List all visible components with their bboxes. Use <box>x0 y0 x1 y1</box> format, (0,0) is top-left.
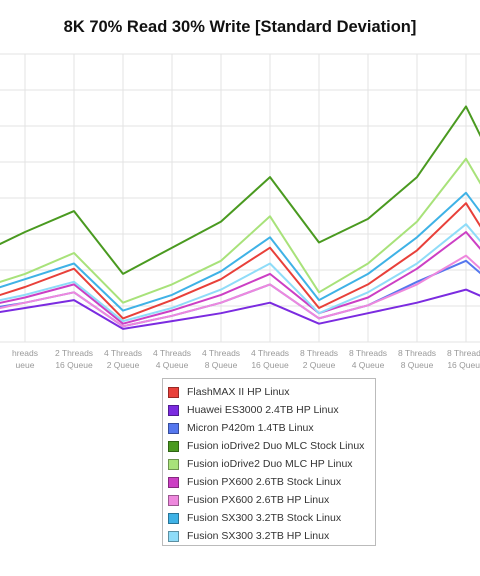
legend-item: FlashMAX II HP Linux <box>168 383 375 401</box>
legend-item: Fusion ioDrive2 Duo MLC HP Linux <box>168 455 375 473</box>
x-tick-label: 4 Threads 16 Queue <box>251 348 289 370</box>
legend-swatch <box>168 458 179 470</box>
x-tick-label: 4 Threads 8 Queue <box>202 348 240 370</box>
legend-label: Fusion PX600 2.6TB HP Linux <box>187 494 330 506</box>
legend-swatch <box>168 530 179 542</box>
legend-label: Fusion ioDrive2 Duo MLC Stock Linux <box>187 440 365 452</box>
series-line-1 <box>0 202 480 320</box>
legend-label: Fusion SX300 3.2TB Stock Linux <box>187 512 342 524</box>
series-line-8 <box>0 191 480 312</box>
legend-item: Fusion PX600 2.6TB Stock Linux <box>168 473 375 491</box>
legend-swatch <box>168 440 179 452</box>
legend-swatch <box>168 422 179 434</box>
legend-label: Fusion SX300 3.2TB HP Linux <box>187 530 330 542</box>
series-line-2 <box>0 288 480 330</box>
x-tick-label: 2 Threads 16 Queue <box>55 348 93 370</box>
x-tick-label: 4 Threads 4 Queue <box>153 348 191 370</box>
x-tick-label: 8 Threads 8 Queue <box>398 348 436 370</box>
legend-label: FlashMAX II HP Linux <box>187 386 290 398</box>
legend-item: Micron P420m 1.4TB Linux <box>168 419 375 437</box>
series-line-7 <box>0 254 480 328</box>
legend-label: Fusion PX600 2.6TB Stock Linux <box>187 476 342 488</box>
legend-swatch <box>168 476 179 488</box>
series-line-9 <box>0 223 480 323</box>
legend: FlashMAX II HP Linux Huawei ES3000 2.4TB … <box>162 378 376 546</box>
legend-label: Fusion ioDrive2 Duo MLC HP Linux <box>187 458 353 470</box>
x-tick-label: 8 Threads 4 Queue <box>349 348 387 370</box>
legend-label: Micron P420m 1.4TB Linux <box>187 422 314 434</box>
legend-swatch <box>168 512 179 524</box>
legend-label: Huawei ES3000 2.4TB HP Linux <box>187 404 339 416</box>
legend-item: Fusion PX600 2.6TB HP Linux <box>168 491 375 509</box>
gridlines <box>0 53 480 343</box>
x-tick-label: hreads ueue <box>12 348 38 370</box>
x-tick-label: 8 Threads 2 Queue <box>300 348 338 370</box>
legend-swatch <box>168 386 179 398</box>
series-line-5 <box>0 157 480 304</box>
legend-item: Huawei ES3000 2.4TB HP Linux <box>168 401 375 419</box>
legend-item: Fusion ioDrive2 Duo MLC Stock Linux <box>168 437 375 455</box>
legend-item: Fusion SX300 3.2TB HP Linux <box>168 527 375 545</box>
x-axis-tick-labels: hreads ueue 2 Threads 16 Queue 4 Threads 2 Qu… <box>12 348 480 370</box>
series-line-6 <box>0 231 480 325</box>
chart-title: 8K 70% Read 30% Write [Standard Deviatio… <box>63 18 417 36</box>
legend-item: Fusion SX300 3.2TB Stock Linux <box>168 509 375 527</box>
legend-swatch <box>168 494 179 506</box>
series-lines <box>0 105 480 330</box>
series-line-4 <box>0 105 480 275</box>
legend-swatch <box>168 404 179 416</box>
x-tick-label: 4 Threads 2 Queue <box>104 348 142 370</box>
